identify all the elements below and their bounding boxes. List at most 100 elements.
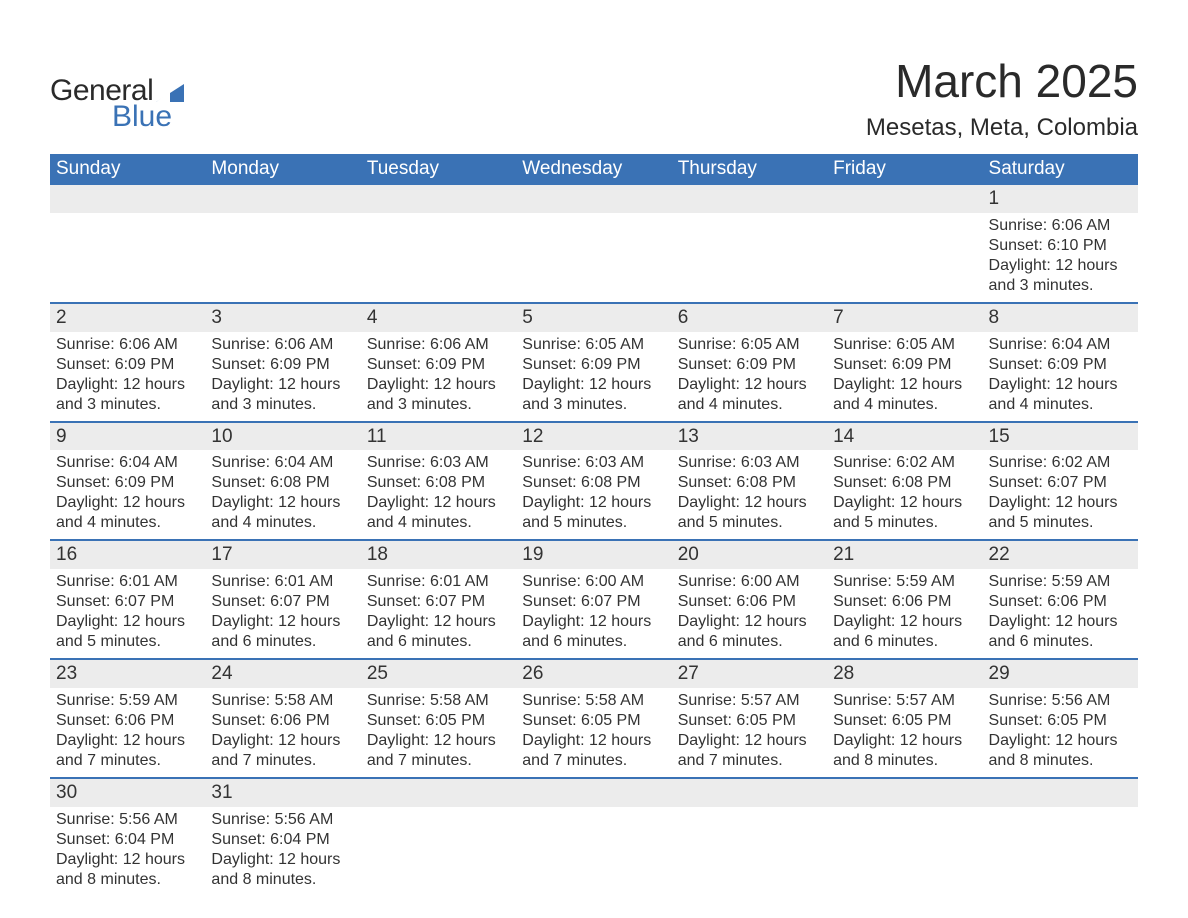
day-number: 23 [50,660,205,688]
daylight-text: Daylight: 12 hours and 5 minutes. [56,612,199,652]
calendar-day-cell: 19Sunrise: 6:00 AMSunset: 6:07 PMDayligh… [516,540,671,659]
day-details [516,807,671,879]
day-number [672,185,827,213]
calendar-week-row: 30Sunrise: 5:56 AMSunset: 6:04 PMDayligh… [50,778,1138,896]
daylight-text: Daylight: 12 hours and 4 minutes. [833,375,976,415]
sunset-text: Sunset: 6:04 PM [56,830,199,850]
calendar-day-cell [361,185,516,303]
day-number [516,185,671,213]
sunrise-text: Sunrise: 6:04 AM [211,453,354,473]
day-number [672,779,827,807]
weekday-header: Tuesday [361,154,516,185]
sunset-text: Sunset: 6:06 PM [833,592,976,612]
sunrise-text: Sunrise: 5:57 AM [678,691,821,711]
daylight-text: Daylight: 12 hours and 4 minutes. [211,493,354,533]
day-details [50,213,205,285]
day-details: Sunrise: 6:03 AMSunset: 6:08 PMDaylight:… [361,450,516,539]
calendar-day-cell: 25Sunrise: 5:58 AMSunset: 6:05 PMDayligh… [361,659,516,778]
day-details: Sunrise: 6:06 AMSunset: 6:09 PMDaylight:… [50,332,205,421]
day-details: Sunrise: 6:01 AMSunset: 6:07 PMDaylight:… [361,569,516,658]
sunset-text: Sunset: 6:09 PM [678,355,821,375]
sunrise-text: Sunrise: 6:02 AM [833,453,976,473]
sunset-text: Sunset: 6:09 PM [522,355,665,375]
calendar-day-cell [50,185,205,303]
day-details [516,213,671,285]
weekday-header: Monday [205,154,360,185]
sunrise-text: Sunrise: 6:01 AM [367,572,510,592]
day-details: Sunrise: 6:03 AMSunset: 6:08 PMDaylight:… [672,450,827,539]
daylight-text: Daylight: 12 hours and 5 minutes. [678,493,821,533]
sunrise-text: Sunrise: 5:56 AM [56,810,199,830]
calendar-day-cell: 9Sunrise: 6:04 AMSunset: 6:09 PMDaylight… [50,422,205,541]
day-number: 17 [205,541,360,569]
day-number: 1 [983,185,1138,213]
sunset-text: Sunset: 6:07 PM [211,592,354,612]
day-number: 14 [827,423,982,451]
daylight-text: Daylight: 12 hours and 6 minutes. [211,612,354,652]
sunrise-text: Sunrise: 6:03 AM [367,453,510,473]
day-details [672,807,827,879]
weekday-header-row: Sunday Monday Tuesday Wednesday Thursday… [50,154,1138,185]
sunset-text: Sunset: 6:08 PM [678,473,821,493]
day-number: 25 [361,660,516,688]
day-details: Sunrise: 5:56 AMSunset: 6:05 PMDaylight:… [983,688,1138,777]
daylight-text: Daylight: 12 hours and 4 minutes. [989,375,1132,415]
day-details: Sunrise: 6:01 AMSunset: 6:07 PMDaylight:… [205,569,360,658]
day-details [205,213,360,285]
day-number: 12 [516,423,671,451]
day-details: Sunrise: 6:02 AMSunset: 6:08 PMDaylight:… [827,450,982,539]
day-number: 24 [205,660,360,688]
day-details: Sunrise: 5:57 AMSunset: 6:05 PMDaylight:… [672,688,827,777]
calendar-day-cell [983,778,1138,896]
calendar-day-cell: 31Sunrise: 5:56 AMSunset: 6:04 PMDayligh… [205,778,360,896]
calendar-day-cell: 12Sunrise: 6:03 AMSunset: 6:08 PMDayligh… [516,422,671,541]
daylight-text: Daylight: 12 hours and 8 minutes. [989,731,1132,771]
day-number: 19 [516,541,671,569]
sunrise-text: Sunrise: 6:00 AM [522,572,665,592]
day-details: Sunrise: 6:04 AMSunset: 6:09 PMDaylight:… [50,450,205,539]
sunset-text: Sunset: 6:06 PM [56,711,199,731]
day-details [361,807,516,879]
daylight-text: Daylight: 12 hours and 3 minutes. [367,375,510,415]
daylight-text: Daylight: 12 hours and 5 minutes. [989,493,1132,533]
sunset-text: Sunset: 6:07 PM [56,592,199,612]
day-number [827,185,982,213]
calendar-day-cell [516,185,671,303]
calendar-day-cell: 4Sunrise: 6:06 AMSunset: 6:09 PMDaylight… [361,303,516,422]
daylight-text: Daylight: 12 hours and 7 minutes. [678,731,821,771]
day-number: 16 [50,541,205,569]
calendar-day-cell: 26Sunrise: 5:58 AMSunset: 6:05 PMDayligh… [516,659,671,778]
day-details: Sunrise: 6:04 AMSunset: 6:08 PMDaylight:… [205,450,360,539]
sunset-text: Sunset: 6:06 PM [211,711,354,731]
sunrise-text: Sunrise: 5:58 AM [211,691,354,711]
calendar-day-cell: 24Sunrise: 5:58 AMSunset: 6:06 PMDayligh… [205,659,360,778]
day-number: 29 [983,660,1138,688]
day-details: Sunrise: 6:06 AMSunset: 6:09 PMDaylight:… [205,332,360,421]
calendar-day-cell [516,778,671,896]
sunset-text: Sunset: 6:05 PM [989,711,1132,731]
sunset-text: Sunset: 6:08 PM [833,473,976,493]
day-number: 4 [361,304,516,332]
day-details [827,213,982,285]
sunset-text: Sunset: 6:06 PM [989,592,1132,612]
calendar-day-cell: 2Sunrise: 6:06 AMSunset: 6:09 PMDaylight… [50,303,205,422]
day-number: 9 [50,423,205,451]
daylight-text: Daylight: 12 hours and 8 minutes. [56,850,199,890]
day-number [50,185,205,213]
sunset-text: Sunset: 6:08 PM [367,473,510,493]
calendar-day-cell [361,778,516,896]
calendar-day-cell: 20Sunrise: 6:00 AMSunset: 6:06 PMDayligh… [672,540,827,659]
daylight-text: Daylight: 12 hours and 4 minutes. [56,493,199,533]
day-number [361,185,516,213]
daylight-text: Daylight: 12 hours and 7 minutes. [522,731,665,771]
day-details: Sunrise: 5:56 AMSunset: 6:04 PMDaylight:… [50,807,205,896]
day-details: Sunrise: 6:04 AMSunset: 6:09 PMDaylight:… [983,332,1138,421]
day-details: Sunrise: 5:59 AMSunset: 6:06 PMDaylight:… [983,569,1138,658]
day-details: Sunrise: 6:05 AMSunset: 6:09 PMDaylight:… [672,332,827,421]
day-number: 10 [205,423,360,451]
day-number: 22 [983,541,1138,569]
sunrise-text: Sunrise: 5:58 AM [522,691,665,711]
sunset-text: Sunset: 6:09 PM [367,355,510,375]
calendar-day-cell: 28Sunrise: 5:57 AMSunset: 6:05 PMDayligh… [827,659,982,778]
weekday-header: Wednesday [516,154,671,185]
